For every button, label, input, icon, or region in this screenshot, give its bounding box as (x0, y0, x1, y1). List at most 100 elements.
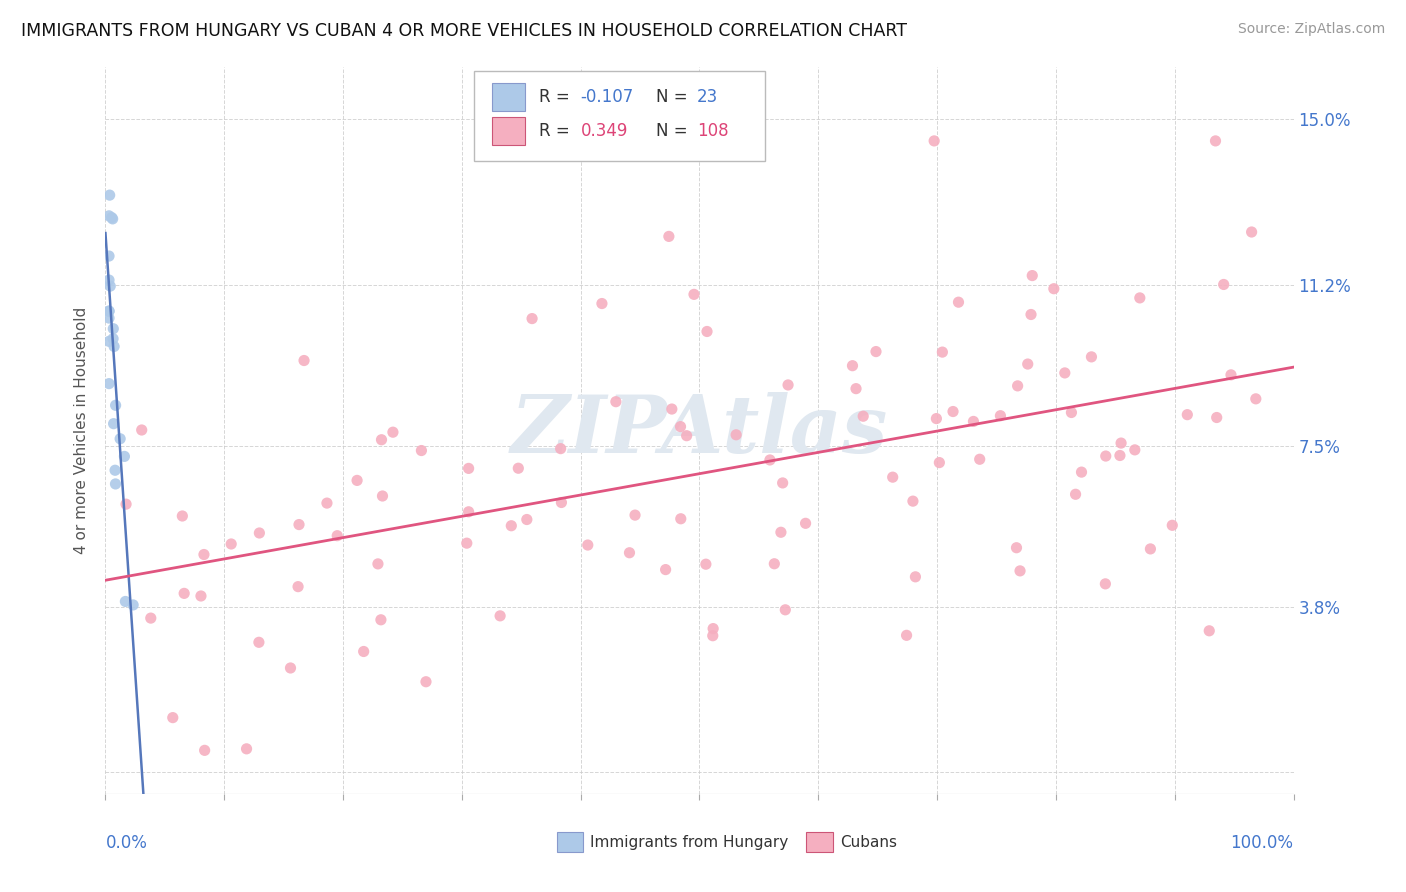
Point (904, 570, 927, 584)
Bar (557, 831, 583, 852)
Y-axis label: 4 or more Vehicles in Household: 4 or more Vehicles in Household (75, 307, 90, 554)
Point (1198, 624, 1220, 638)
Point (1161, 518, 1184, 533)
Point (1129, 291, 1152, 305)
Point (98, 273, 121, 287)
Point (501, 518, 523, 533)
Point (1109, 436, 1132, 450)
Point (1021, 268, 1043, 283)
Point (882, 470, 904, 484)
Point (280, 661, 302, 675)
Point (661, 402, 683, 417)
Point (98, 304, 121, 318)
Point (100, 211, 122, 225)
Point (103, 322, 125, 336)
Point (411, 443, 433, 458)
Point (1109, 449, 1132, 463)
Bar (492, 117, 524, 145)
Point (675, 428, 697, 442)
Point (669, 512, 692, 526)
Point (1005, 541, 1028, 555)
Point (1060, 405, 1083, 419)
Text: N =: N = (655, 122, 692, 140)
Point (696, 325, 718, 339)
Point (550, 495, 572, 509)
Point (370, 613, 392, 627)
Point (658, 229, 681, 244)
Point (98, 249, 121, 263)
Text: Source: ZipAtlas.com: Source: ZipAtlas.com (1237, 22, 1385, 37)
Text: IMMIGRANTS FROM HUNGARY VS CUBAN 4 OR MORE VEHICLES IN HOUSEHOLD CORRELATION CHA: IMMIGRANTS FROM HUNGARY VS CUBAN 4 OR MO… (21, 22, 907, 40)
Point (896, 628, 918, 642)
Point (219, 537, 242, 551)
Point (98, 376, 121, 391)
Point (990, 409, 1012, 423)
Point (948, 295, 970, 310)
Point (841, 359, 863, 373)
Point (326, 529, 349, 543)
Point (775, 603, 797, 617)
Point (669, 419, 692, 434)
Point (190, 589, 212, 603)
Point (98, 188, 121, 202)
Bar (492, 83, 524, 111)
Point (456, 536, 478, 550)
Point (1220, 368, 1243, 382)
Point (101, 332, 124, 346)
Text: Immigrants from Hungary: Immigrants from Hungary (591, 835, 789, 850)
Point (108, 432, 131, 446)
Point (1123, 442, 1146, 457)
Point (695, 558, 717, 572)
Point (288, 517, 311, 532)
Point (576, 538, 599, 552)
Point (591, 296, 613, 310)
Point (942, 404, 965, 418)
Point (508, 461, 530, 475)
Point (247, 526, 270, 541)
Point (1175, 408, 1198, 422)
Point (172, 508, 194, 523)
Point (702, 622, 724, 636)
Point (1053, 366, 1076, 380)
Point (457, 461, 479, 475)
Point (194, 743, 217, 757)
Point (457, 505, 479, 519)
Point (139, 611, 162, 625)
Point (962, 414, 984, 428)
Point (520, 311, 543, 326)
Text: 108: 108 (697, 122, 728, 140)
Point (489, 608, 512, 623)
FancyBboxPatch shape (474, 70, 765, 161)
Point (98, 311, 121, 326)
Point (1094, 577, 1116, 591)
Point (605, 394, 627, 409)
Point (367, 557, 389, 571)
Point (247, 635, 270, 649)
Text: -0.107: -0.107 (581, 88, 634, 106)
Point (353, 644, 375, 658)
Point (683, 287, 706, 301)
Bar (807, 831, 832, 852)
Point (162, 711, 184, 725)
Point (1017, 357, 1039, 371)
Point (725, 427, 748, 442)
Point (925, 411, 948, 425)
Point (776, 378, 799, 392)
Point (550, 442, 572, 456)
Point (235, 741, 257, 756)
Point (316, 496, 339, 510)
Point (104, 477, 127, 491)
Point (1064, 487, 1087, 501)
Point (371, 489, 394, 503)
Point (931, 345, 953, 359)
Point (1094, 449, 1116, 463)
Point (1007, 379, 1029, 393)
Point (1139, 541, 1161, 556)
Point (1043, 282, 1066, 296)
Point (1008, 564, 1031, 578)
Point (852, 409, 875, 424)
Point (1080, 350, 1102, 364)
Text: R =: R = (538, 88, 575, 106)
Point (922, 134, 945, 148)
Point (772, 475, 794, 490)
